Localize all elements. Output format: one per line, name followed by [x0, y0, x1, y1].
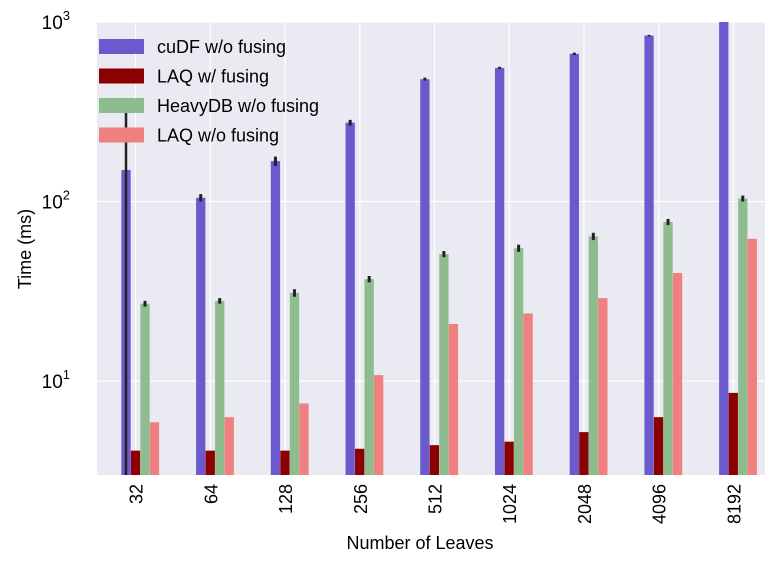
bar: [205, 450, 215, 475]
x-tick-label: 8192: [724, 484, 744, 524]
bar: [130, 450, 141, 475]
bar: [663, 221, 673, 475]
legend-swatch: [99, 127, 144, 143]
x-tick-label: 4096: [650, 484, 670, 524]
y-tick-label: 103: [42, 8, 70, 34]
y-axis-ticks: 101 102 103: [42, 8, 70, 393]
bar: [439, 254, 449, 475]
bar: [140, 303, 150, 475]
x-tick-label: 512: [425, 484, 445, 514]
legend-label: HeavyDB w/o fusing: [157, 96, 319, 116]
bar: [420, 79, 430, 476]
error-bars: [124, 34, 745, 475]
legend: cuDF w/o fusing LAQ w/ fusing HeavyDB w/o …: [99, 37, 319, 146]
bar: [653, 417, 664, 475]
bar: [149, 422, 160, 475]
bar: [355, 448, 365, 475]
bar: [672, 273, 683, 475]
x-tick-label: 32: [127, 484, 147, 504]
bar: [224, 417, 234, 475]
bar: [270, 161, 281, 475]
y-tick-label: 102: [42, 188, 70, 214]
bar: [374, 375, 384, 475]
bar: [429, 445, 440, 475]
y-tick-label: 101: [42, 367, 70, 393]
legend-label: LAQ w/o fusing: [157, 126, 279, 146]
bar: [747, 238, 757, 475]
bar: [569, 53, 579, 476]
bar: [598, 298, 608, 475]
bar: [215, 300, 225, 475]
bar: [494, 67, 505, 475]
bar: [728, 392, 738, 475]
legend-swatch: [99, 98, 144, 113]
bar: [523, 313, 533, 475]
x-tick-label: 1024: [500, 484, 520, 524]
bars: [121, 22, 757, 476]
bar: [364, 279, 374, 475]
bar: [299, 403, 309, 475]
bar: [504, 441, 514, 475]
x-axis-ticks: 32 64 128 256 512 1024 2048 4096 8192: [127, 484, 745, 524]
bar: [345, 122, 355, 475]
legend-label: cuDF w/o fusing: [157, 37, 286, 57]
bar: [513, 248, 524, 475]
bar: [280, 450, 290, 475]
grid: [97, 21, 765, 475]
bar: [448, 324, 459, 475]
x-tick-label: 64: [201, 484, 221, 504]
legend-swatch: [99, 68, 144, 84]
x-tick-label: 2048: [575, 484, 595, 524]
y-axis-label: Time (ms): [15, 209, 35, 289]
bar: [719, 22, 729, 475]
legend-swatch: [99, 39, 144, 54]
bar: [588, 236, 598, 475]
x-tick-label: 256: [351, 484, 371, 514]
bar: [738, 198, 748, 475]
x-axis-label: Number of Leaves: [346, 533, 493, 553]
bar: [579, 432, 589, 475]
x-tick-label: 128: [276, 484, 296, 514]
bar: [644, 35, 654, 476]
bar: [289, 292, 300, 475]
legend-label: LAQ w/ fusing: [157, 67, 269, 87]
bar: [196, 197, 206, 475]
